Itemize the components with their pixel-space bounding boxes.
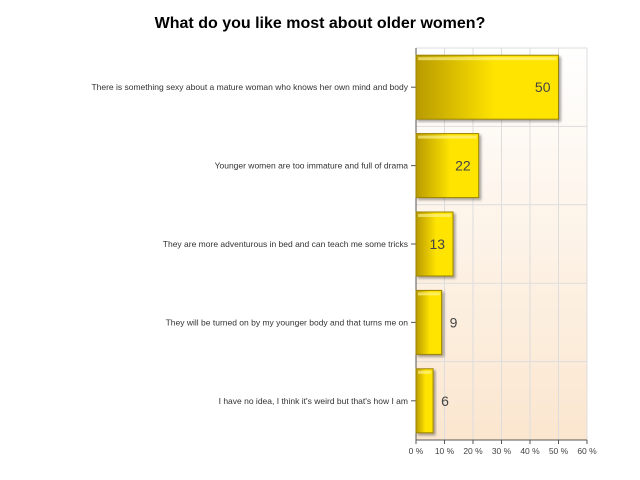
bar <box>415 54 559 120</box>
bars <box>415 54 559 434</box>
category-label: They are more adventurous in bed and can… <box>163 239 408 249</box>
bar <box>415 289 443 355</box>
data-label: 50 <box>535 79 551 95</box>
category-label: I have no idea, I think it's weird but t… <box>219 396 408 406</box>
x-tick-label: 40 % <box>520 446 540 456</box>
bar-highlight <box>418 292 440 296</box>
bar-highlight <box>418 57 557 61</box>
bar <box>415 211 454 277</box>
x-tick-label: 50 % <box>549 446 569 456</box>
bar <box>415 368 434 434</box>
data-label: 22 <box>455 158 471 174</box>
bar-highlight <box>418 370 432 374</box>
chart-title: What do you like most about older women? <box>155 15 486 32</box>
x-tick-label: 60 % <box>577 446 597 456</box>
x-tick-label: 30 % <box>492 446 512 456</box>
data-label: 13 <box>429 236 445 252</box>
bar-highlight <box>418 135 477 139</box>
labels: 0 % 10 % 20 % 30 % 40 % 50 % 60 % There is some… <box>91 79 597 456</box>
bar <box>415 133 480 199</box>
data-label: 6 <box>441 393 449 409</box>
bar-highlight <box>418 214 452 217</box>
x-tick-label: 0 % <box>409 446 424 456</box>
category-label: There is something sexy about a mature w… <box>91 82 408 92</box>
category-label: Younger women are too immature and full … <box>215 161 409 171</box>
data-label: 9 <box>450 314 458 330</box>
x-tick-label: 20 % <box>463 446 483 456</box>
x-tick-label: 10 % <box>435 446 455 456</box>
category-label: They will be turned on by my younger bod… <box>166 317 409 327</box>
